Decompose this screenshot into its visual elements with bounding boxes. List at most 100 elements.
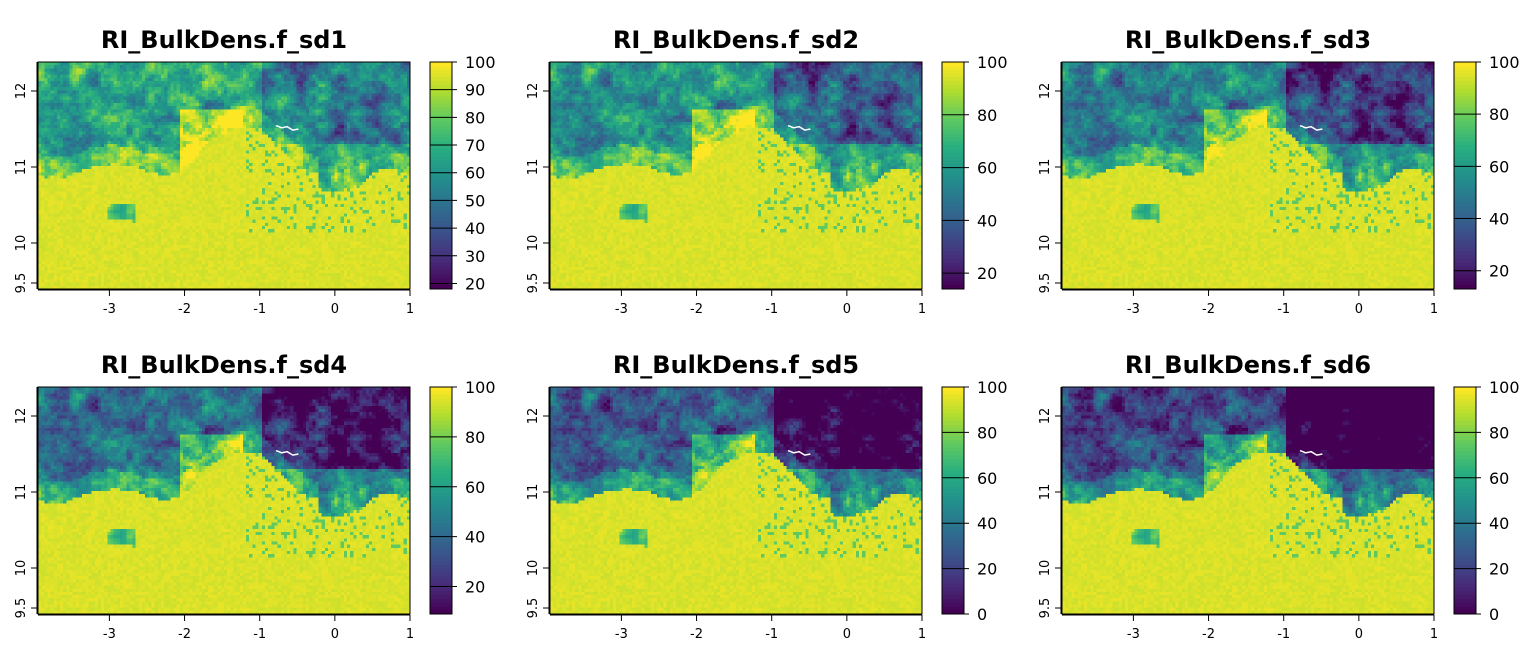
colorbar-tick-label: 0 (977, 605, 987, 624)
panel-title: RI_BulkDens.f_sd3 (1125, 26, 1371, 54)
panel-title: RI_BulkDens.f_sd5 (613, 351, 859, 379)
y-tick-label: 11 (1038, 484, 1053, 501)
y-tick-label: 9.5 (1038, 598, 1053, 619)
colorbar-tick-label: 0 (1489, 605, 1499, 624)
colorbar-tick-label: 80 (1489, 105, 1509, 124)
x-tick-label: -1 (765, 302, 778, 317)
x-tick-label: 0 (331, 627, 339, 642)
colorbar-tick-label: 100 (465, 53, 496, 72)
x-tick-label: -3 (615, 627, 628, 642)
panel-5: RI_BulkDens.f_sd5-3 -2 -1 0 19.5101112100806… (526, 351, 1008, 642)
colorbar-tick-label: 60 (1489, 469, 1509, 488)
y-tick-label: 12 (1038, 408, 1053, 425)
x-tick-label: -3 (1127, 302, 1140, 317)
colorbar-tick-label: 100 (1489, 378, 1520, 397)
x-tick-label: 0 (331, 302, 339, 317)
y-tick-label: 10 (14, 560, 29, 577)
colorbar-tick-label: 80 (977, 106, 997, 125)
colorbar (1454, 387, 1476, 615)
x-tick-label: 1 (918, 302, 926, 317)
y-tick-label: 10 (526, 560, 541, 577)
x-tick-label: -3 (103, 302, 116, 317)
y-tick-label: 10 (1038, 560, 1053, 577)
x-tick-label: 1 (1430, 627, 1438, 642)
y-tick-label: 10 (526, 235, 541, 252)
raster-cells (1062, 387, 1434, 614)
raster-cells (38, 62, 410, 289)
colorbar-tick-label: 100 (977, 53, 1008, 72)
y-tick-label: 12 (14, 408, 29, 425)
colorbar (1454, 62, 1476, 290)
y-tick-label: 12 (526, 83, 541, 100)
panel-2: RI_BulkDens.f_sd2-3 -2 -1 0 19.5101112100806… (526, 26, 1008, 317)
colorbar-tick-label: 50 (465, 191, 485, 210)
colorbar-tick-label: 40 (1489, 514, 1509, 533)
colorbar-tick-label: 90 (465, 81, 485, 100)
colorbar-tick-label: 20 (465, 578, 485, 597)
raster-cells (1062, 62, 1434, 289)
y-tick-label: 12 (1038, 83, 1053, 100)
y-tick-label: 11 (1038, 159, 1053, 176)
x-tick-label: -1 (253, 627, 266, 642)
x-tick-label: -1 (1277, 627, 1290, 642)
colorbar-tick-label: 100 (977, 378, 1008, 397)
colorbar-tick-label: 20 (977, 560, 997, 579)
x-tick-label: 1 (1430, 302, 1438, 317)
y-tick-label: 10 (1038, 235, 1053, 252)
colorbar-tick-label: 60 (465, 478, 485, 497)
y-tick-label: 11 (14, 159, 29, 176)
y-tick-label: 9.5 (1038, 273, 1053, 294)
x-tick-label: 0 (843, 627, 851, 642)
y-tick-label: 9.5 (14, 598, 29, 619)
panel-6: RI_BulkDens.f_sd6 -3 -2 -1 0 1 9.5 10 11 12 100 80 6… (1038, 351, 1520, 642)
colorbar-tick-label: 30 (465, 247, 485, 266)
colorbar-tick-label: 80 (1489, 423, 1509, 442)
panel-3: RI_BulkDens.f_sd3 -3 -2 -1 0 1 9.5 10 11 12 100 80 6… (1038, 26, 1520, 317)
y-tick-label: 10 (14, 235, 29, 252)
colorbar-tick-label: 60 (1489, 157, 1509, 176)
panel-title: RI_BulkDens.f_sd2 (613, 26, 859, 54)
colorbar-tick-label: 40 (465, 528, 485, 547)
x-tick-label: 1 (918, 627, 926, 642)
x-tick-label: 1 (406, 627, 414, 642)
panel-title: RI_BulkDens.f_sd6 (1125, 351, 1371, 379)
y-tick-label: 9.5 (526, 273, 541, 294)
x-tick-label: 0 (1355, 627, 1363, 642)
x-tick-label: -1 (1277, 302, 1290, 317)
colorbar-tick-label: 40 (977, 514, 997, 533)
colorbar (942, 62, 964, 290)
colorbar-tick-label: 100 (1489, 53, 1520, 72)
y-tick-label: 11 (526, 484, 541, 501)
panel-1: RI_BulkDens.f_sd1-3 -2 -1 0 19.5101112100908… (14, 26, 496, 317)
panel-title: RI_BulkDens.f_sd1 (101, 26, 347, 54)
raster-cells (550, 387, 922, 614)
panel-4: RI_BulkDens.f_sd4-3 -2 -1 0 19.5101112100806… (14, 351, 496, 642)
colorbar-tick-label: 70 (465, 136, 485, 155)
colorbar-tick-label: 20 (465, 274, 485, 293)
colorbar-tick-label: 80 (465, 428, 485, 447)
x-tick-label: -2 (1202, 302, 1215, 317)
raster-cells (38, 387, 410, 614)
x-tick-label: -2 (1202, 627, 1215, 642)
y-tick-label: 11 (526, 159, 541, 176)
x-tick-label: -2 (690, 302, 703, 317)
y-tick-label: 12 (526, 408, 541, 425)
colorbar-tick-label: 80 (977, 423, 997, 442)
colorbar-tick-label: 20 (1489, 262, 1509, 281)
x-tick-label: 0 (1355, 302, 1363, 317)
colorbar-tick-label: 60 (977, 469, 997, 488)
x-tick-label: 1 (406, 302, 414, 317)
y-tick-label: 9.5 (526, 598, 541, 619)
colorbar-tick-label: 20 (1489, 560, 1509, 579)
colorbar-tick-label: 40 (977, 211, 997, 230)
colorbar-tick-label: 100 (465, 378, 496, 397)
x-tick-label: -1 (253, 302, 266, 317)
y-tick-label: 12 (14, 83, 29, 100)
x-tick-label: -3 (1127, 627, 1140, 642)
colorbar-tick-label: 20 (977, 264, 997, 283)
colorbar-tick-label: 40 (1489, 210, 1509, 229)
x-tick-label: -3 (103, 627, 116, 642)
y-tick-label: 9.5 (14, 273, 29, 294)
x-tick-label: -1 (765, 627, 778, 642)
